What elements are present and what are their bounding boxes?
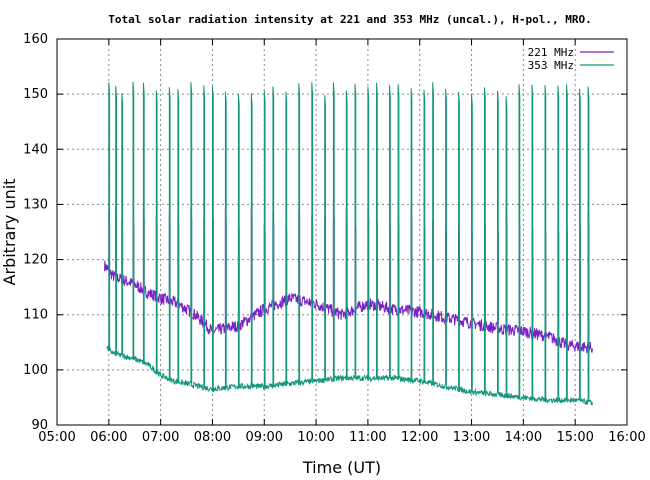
series-line-221-mhz <box>104 207 593 354</box>
x-tick-label: 05:00 <box>38 430 75 445</box>
x-tick-label: 16:00 <box>608 430 645 445</box>
grid-lines <box>57 39 627 425</box>
chart-title: Total solar radiation intensity at 221 a… <box>108 13 591 26</box>
y-tick-label: 140 <box>23 142 48 157</box>
x-tick-label: 08:00 <box>194 430 231 445</box>
y-tick-label: 120 <box>23 253 48 268</box>
x-tick-label: 07:00 <box>142 430 179 445</box>
x-tick-label: 09:00 <box>246 430 283 445</box>
legend-label: 353 MHz <box>528 59 574 72</box>
x-tick-label: 11:00 <box>349 430 386 445</box>
x-tick-label: 13:00 <box>453 430 490 445</box>
plot-area <box>104 81 593 406</box>
y-tick-label: 110 <box>23 308 48 323</box>
y-tick-label: 130 <box>23 197 48 212</box>
x-tick-label: 06:00 <box>90 430 127 445</box>
plot-frame <box>56 38 628 426</box>
y-tick-label: 160 <box>23 32 48 47</box>
x-tick-label: 10:00 <box>297 430 334 445</box>
y-tick-label: 90 <box>31 418 48 433</box>
x-tick-label: 14:00 <box>505 430 542 445</box>
series-line-353-mhz <box>106 81 593 406</box>
x-tick-label: 15:00 <box>556 430 593 445</box>
x-tick-label: 12:00 <box>401 430 438 445</box>
legend-label: 221 MHz <box>528 46 574 59</box>
y-tick-label: 100 <box>23 363 48 378</box>
y-axis-label: Arbitrary unit <box>0 179 19 286</box>
axis-ticks: 05:00 06:00 07:00 08:00 09:00 10:00 11:00 12:00… <box>23 32 646 445</box>
x-axis-label: Time (UT) <box>302 458 381 477</box>
y-tick-label: 150 <box>23 87 48 102</box>
